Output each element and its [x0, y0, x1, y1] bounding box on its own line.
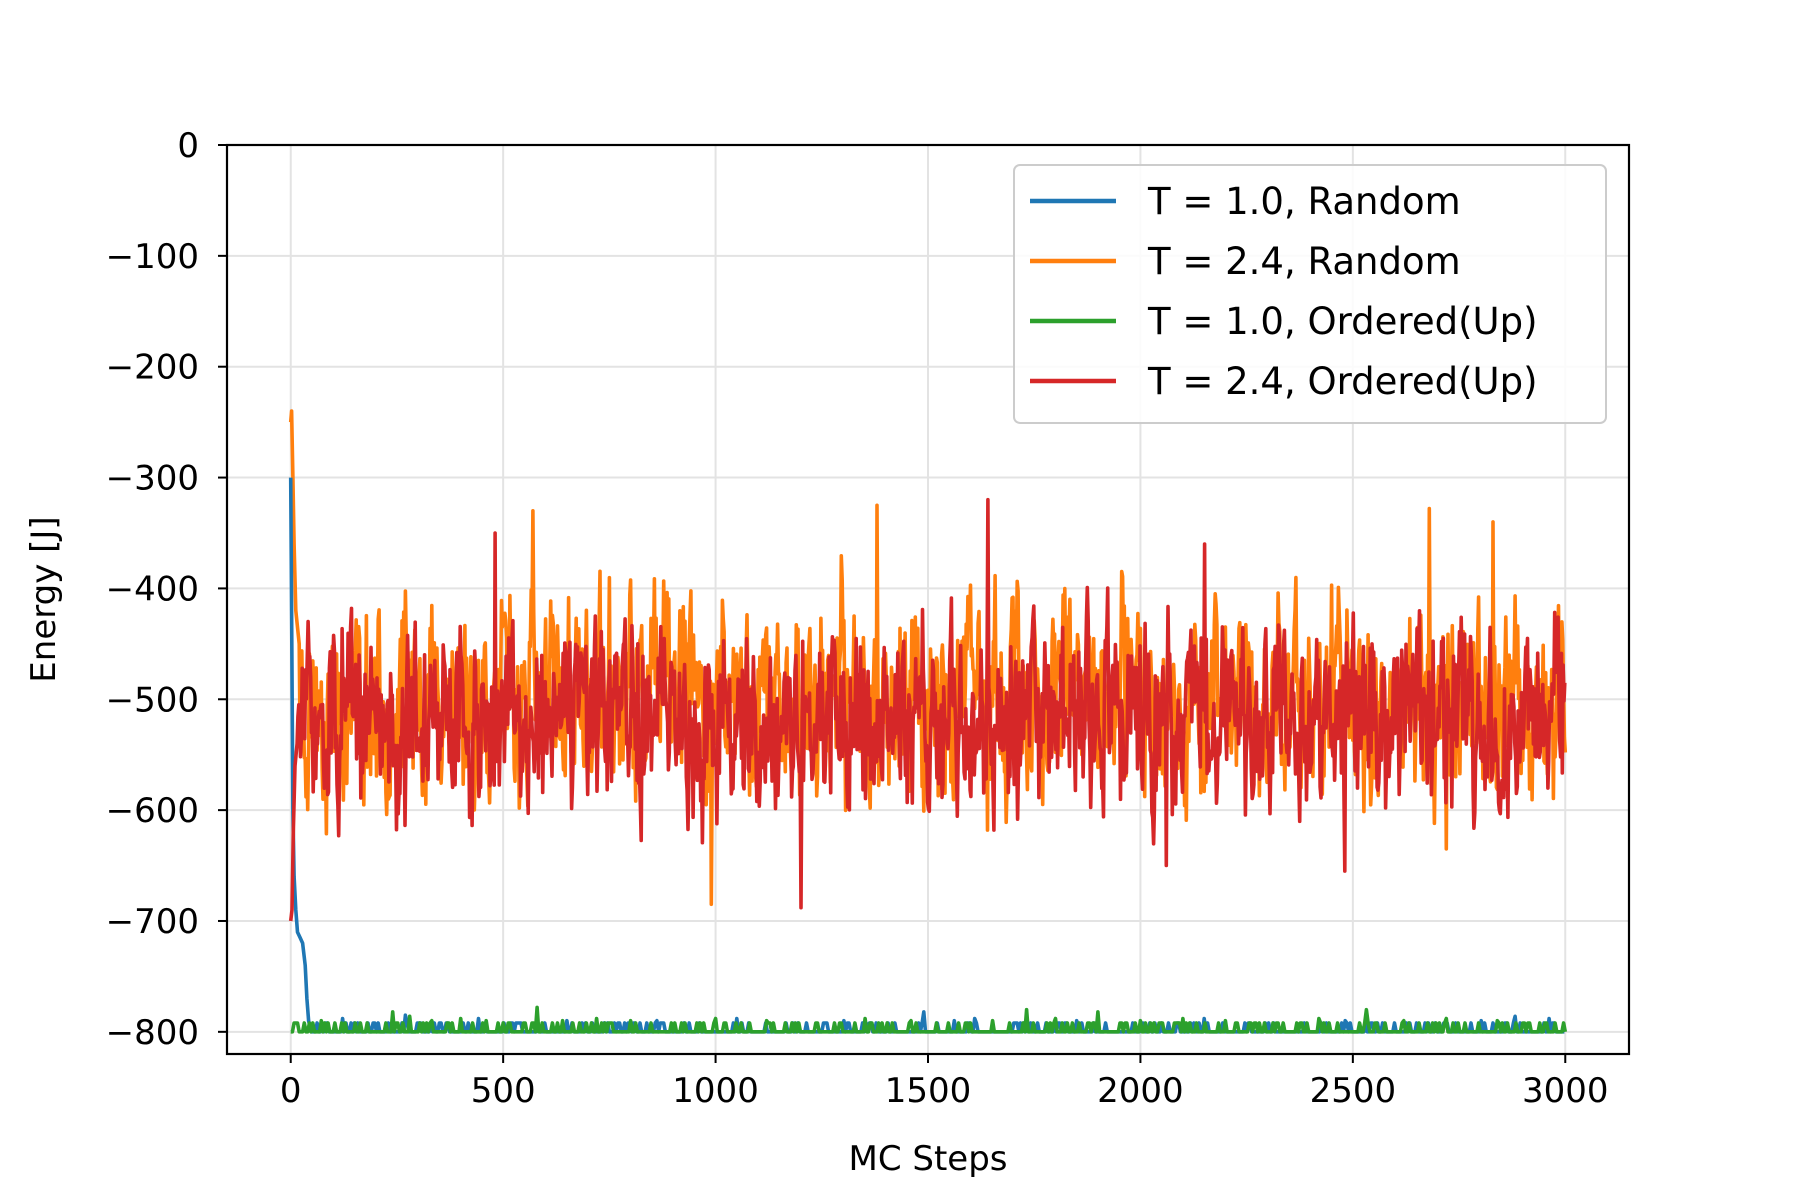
x-tick-label: 3000	[1522, 1071, 1609, 1111]
axis-ticks: 0 500 1000 1500 2000 2500 3000 0 −100 −200 −300 −40…	[106, 126, 1609, 1111]
y-tick-label: −700	[106, 902, 199, 942]
x-tick-label: 0	[280, 1071, 302, 1111]
x-tick-label: 500	[471, 1071, 536, 1111]
x-axis-label: MC Steps	[848, 1139, 1007, 1179]
legend-entry-0: T = 1.0, Random	[1147, 180, 1461, 223]
y-tick-label: −400	[106, 569, 199, 609]
legend-entry-3: T = 2.4, Ordered(Up)	[1147, 360, 1538, 403]
series-line-2	[290, 1005, 1568, 1034]
series-line-3	[288, 497, 1567, 922]
y-tick-label: −600	[106, 791, 199, 831]
y-tick-label: 0	[177, 126, 199, 166]
y-axis-label: Energy [J]	[24, 516, 64, 682]
legend-entry-2: T = 1.0, Ordered(Up)	[1147, 300, 1538, 343]
x-tick-label: 2000	[1097, 1071, 1184, 1111]
legend-box	[1013, 164, 1607, 424]
legend: T = 1.0, Random T = 2.4, Random T = 1.0, O…	[1013, 164, 1607, 424]
series-lines	[288, 409, 1568, 1034]
y-tick-label: −100	[106, 237, 199, 277]
legend-entry-1: T = 2.4, Random	[1147, 240, 1461, 283]
x-tick-label: 1000	[672, 1071, 759, 1111]
y-tick-label: −800	[106, 1013, 199, 1053]
y-tick-label: −500	[106, 680, 199, 720]
x-tick-label: 1500	[885, 1071, 972, 1111]
y-tick-label: −300	[106, 459, 199, 499]
x-tick-label: 2500	[1310, 1071, 1397, 1111]
y-tick-label: −200	[106, 348, 199, 388]
